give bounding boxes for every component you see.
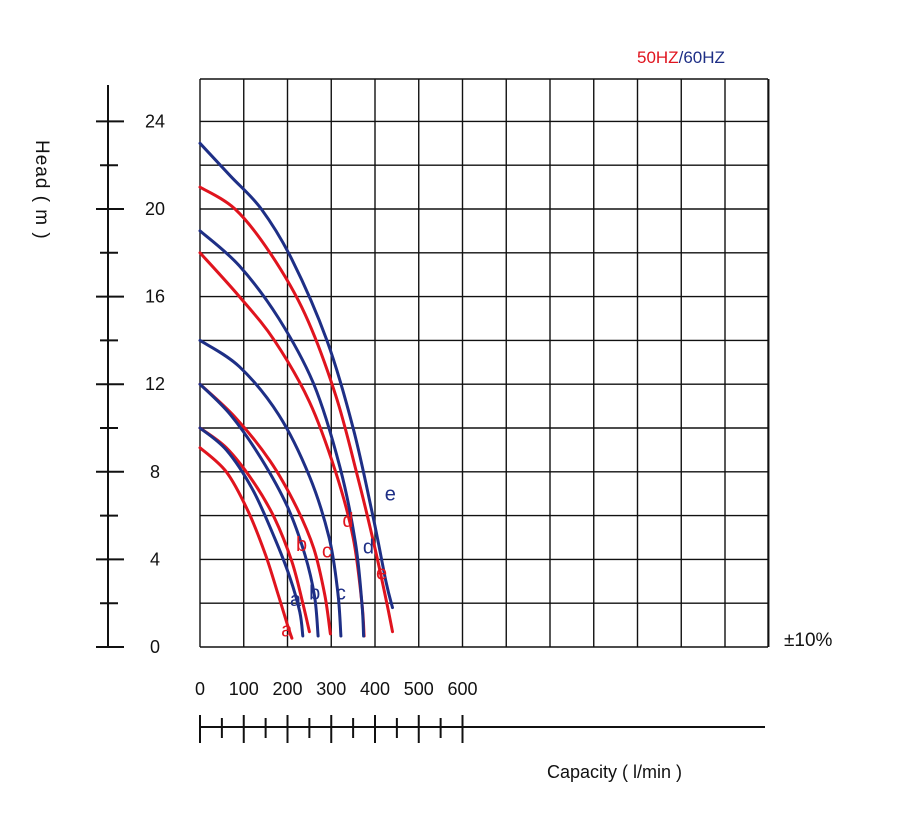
curve-label-e-60hz: e xyxy=(385,484,396,506)
curve-e-50hz xyxy=(198,185,394,634)
y-tick-label: 0 xyxy=(150,637,160,657)
tolerance-note: ±10% xyxy=(784,630,833,651)
curve-a-60hz xyxy=(198,426,305,638)
frequency-legend: 50HZ/60HZ xyxy=(637,48,725,68)
y-axis-title: Head ( m ) xyxy=(31,140,52,240)
y-tick-label: 20 xyxy=(145,199,165,219)
curve-label-c-50hz: c xyxy=(322,541,332,563)
legend-60hz: 60HZ xyxy=(683,48,725,67)
x-tick-label: 200 xyxy=(272,679,302,699)
y-tick-label: 12 xyxy=(145,374,165,394)
curve-label-a-50hz: a xyxy=(281,619,293,641)
legend-50hz: 50HZ xyxy=(637,48,679,67)
y-axis: 0 4 8 12 16 20 24 xyxy=(96,85,165,657)
curve-label-a-60hz: a xyxy=(290,589,302,611)
x-tick-label: 600 xyxy=(447,679,477,699)
x-tick-label: 0 xyxy=(195,679,205,699)
curve-label-e-50hz: e xyxy=(376,563,387,585)
curve-e-60hz xyxy=(198,141,394,610)
y-tick-label: 8 xyxy=(150,462,160,482)
x-tick-label: 500 xyxy=(404,679,434,699)
curve-label-b-60hz: b xyxy=(309,582,320,604)
x-axis-title: Capacity ( l/min ) xyxy=(547,762,683,782)
x-tick-label: 400 xyxy=(360,679,390,699)
curve-c-60hz xyxy=(198,338,343,638)
curve-c-50hz xyxy=(198,382,332,636)
curve-label-d-50hz: d xyxy=(342,510,353,532)
x-tick-label: 300 xyxy=(316,679,346,699)
curve-label-d-60hz: d xyxy=(363,536,374,558)
legend-separator: / xyxy=(678,48,684,67)
curve-a-50hz xyxy=(198,446,294,640)
curve-label-b-50hz: b xyxy=(296,534,307,556)
curve-label-c-60hz: c xyxy=(336,582,346,604)
y-tick-label: 24 xyxy=(145,111,165,131)
x-tick-label: 100 xyxy=(229,679,259,699)
y-tick-label: 4 xyxy=(150,549,160,569)
curve-d-60hz xyxy=(198,229,366,638)
curve-b-60hz xyxy=(198,382,320,638)
y-tick-label: 16 xyxy=(145,287,165,307)
performance-curves xyxy=(198,141,394,640)
x-axis: 0 100 200 300 400 500 600 xyxy=(195,679,765,743)
grid xyxy=(199,78,770,648)
